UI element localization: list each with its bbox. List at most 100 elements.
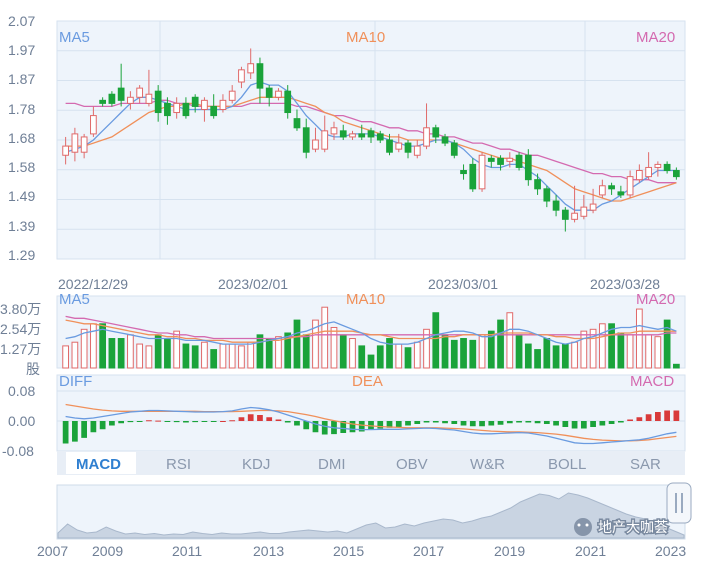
candle	[154, 85, 162, 122]
macd-bar	[423, 421, 430, 423]
candle	[450, 140, 458, 159]
volume-legend-ma20[interactable]: MA20	[636, 291, 675, 308]
tab-rsi[interactable]: RSI	[166, 456, 191, 473]
volume-bar	[561, 343, 569, 369]
volume-legend-ma10[interactable]: MA10	[346, 291, 385, 308]
price-legend-ma5[interactable]: MA5	[59, 29, 90, 46]
watermark-icon	[574, 518, 592, 536]
volume-bar	[228, 343, 236, 369]
volume-bar	[136, 343, 144, 369]
macd-bar	[405, 421, 411, 426]
candle	[182, 97, 190, 119]
macd-bar	[192, 421, 199, 423]
tab-kdj[interactable]: KDJ	[242, 456, 270, 473]
navigator-handle[interactable]	[666, 482, 692, 524]
macd-bar	[294, 421, 300, 426]
candle	[99, 97, 107, 107]
tab-macd[interactable]: MACD	[66, 452, 136, 474]
volume-ma5-line	[65, 321, 677, 345]
volume-bar	[210, 349, 218, 369]
candle	[108, 91, 116, 107]
volume-bar	[626, 334, 634, 369]
candle	[145, 69, 153, 107]
macd-bar	[257, 415, 263, 421]
candle	[543, 185, 551, 208]
tab-dmi[interactable]: DMI	[318, 456, 346, 473]
tab-sar[interactable]: SAR	[630, 456, 661, 473]
candle	[487, 155, 495, 168]
macd-y-tick: 0.08	[8, 383, 35, 399]
volume-bar	[580, 330, 588, 369]
macd-bar	[627, 419, 633, 421]
macd-legend-dea[interactable]: DEA	[352, 373, 383, 390]
macd-bar	[155, 420, 162, 422]
price-legend-ma20[interactable]: MA20	[636, 29, 675, 46]
price-y-tick: 1.68	[8, 130, 35, 146]
volume-bar	[191, 345, 199, 369]
macd-bar	[479, 421, 485, 427]
year-tick: 2007	[37, 543, 68, 559]
candle	[191, 94, 199, 113]
volume-bar	[441, 334, 449, 369]
tabs-background	[57, 451, 685, 475]
price-legend-ma10[interactable]: MA10	[346, 29, 385, 46]
macd-bar	[303, 421, 310, 430]
macd-bar	[220, 421, 226, 422]
indicator-tabs: MACD RSI KDJ DMI OBV W&R BOLL SAR	[57, 451, 685, 475]
macd-bar	[414, 421, 421, 424]
macd-bar	[497, 421, 504, 425]
volume-legend-ma5[interactable]: MA5	[59, 291, 90, 308]
candle	[349, 130, 356, 140]
candle	[376, 130, 384, 144]
candle	[80, 133, 88, 159]
candle	[561, 207, 569, 232]
macd-legend-macd[interactable]: MACD	[630, 373, 674, 390]
volume-bar	[108, 338, 116, 369]
volume-bar	[617, 332, 625, 369]
macd-legend-diff[interactable]: DIFF	[59, 373, 92, 390]
volume-y-tick: 3.80万	[0, 301, 41, 317]
macd-diff-line	[65, 406, 677, 445]
macd-bar	[321, 421, 328, 435]
volume-bar	[413, 341, 421, 369]
candle	[571, 185, 578, 223]
candle	[404, 140, 412, 159]
volume-bar	[543, 338, 551, 369]
candle	[469, 158, 477, 192]
tab-boll[interactable]: BOLL	[548, 456, 586, 473]
candle	[117, 63, 125, 107]
macd-bar	[654, 412, 661, 421]
macd-bar	[460, 421, 467, 426]
volume-bar	[127, 334, 134, 369]
volume-ma-lines	[65, 315, 677, 345]
macd-bar	[580, 421, 587, 429]
macd-bar	[118, 421, 125, 424]
volume-bar	[173, 330, 181, 369]
price-y-tick: 1.39	[8, 218, 35, 234]
tab-macd-label[interactable]: MACD	[76, 456, 121, 473]
volume-bar	[395, 343, 403, 369]
macd-bar	[201, 421, 208, 422]
macd-bar	[99, 421, 106, 430]
candle	[617, 185, 625, 198]
tab-obv[interactable]: OBV	[396, 456, 428, 473]
macd-bar	[377, 421, 384, 429]
volume-bar	[284, 332, 292, 369]
volume-bar	[367, 354, 375, 369]
price-y-tick: 2.07	[8, 13, 35, 29]
year-tick: 2009	[92, 543, 123, 559]
candle	[164, 97, 171, 125]
candle	[358, 124, 366, 140]
candle	[506, 152, 514, 168]
candle	[441, 133, 449, 147]
year-tick: 2017	[413, 543, 444, 559]
macd-y-tick: -0.08	[2, 443, 34, 459]
date-x-tick: 2023/03/01	[428, 276, 498, 292]
candle	[284, 85, 292, 119]
macd-y-tick: 0.00	[8, 413, 35, 429]
navigator[interactable]: 2007 2009 2011 2013 2015 2017 2019 2021 …	[37, 482, 692, 559]
volume-bar	[524, 343, 532, 369]
macd-bar	[645, 414, 652, 421]
tab-wr[interactable]: W&R	[470, 456, 505, 473]
